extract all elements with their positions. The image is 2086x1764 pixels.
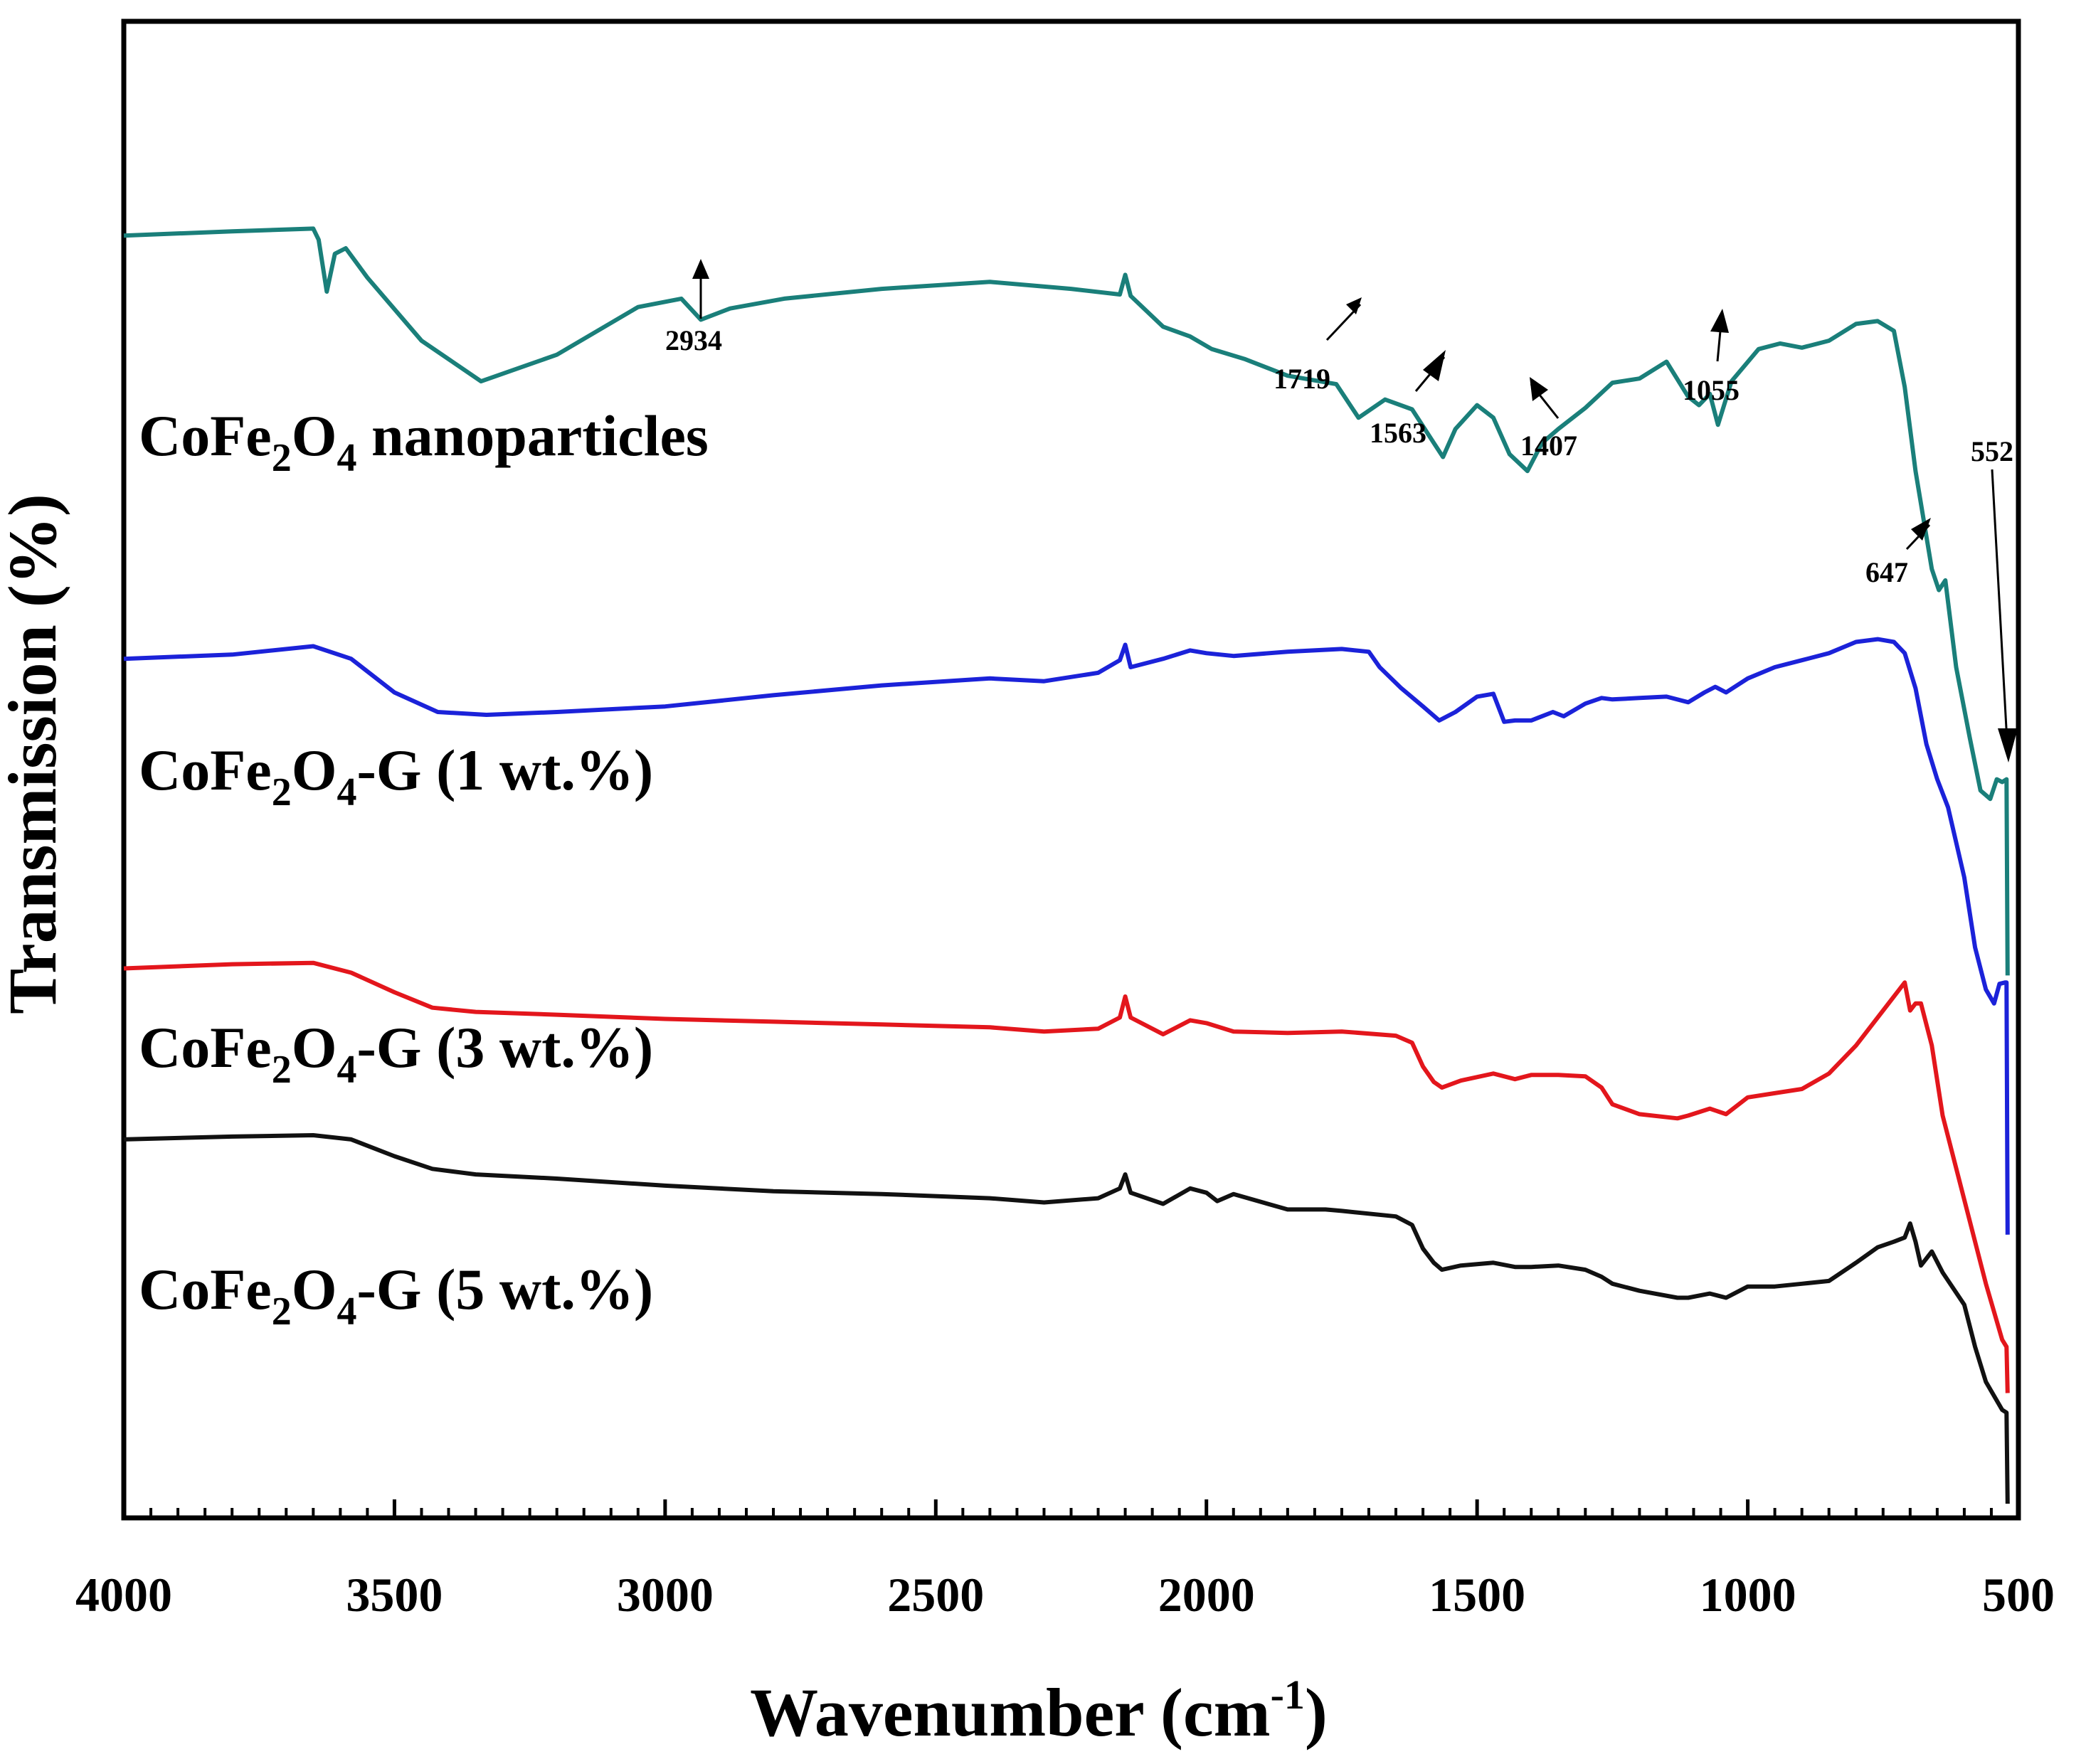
x-tick-label-3500: 3500 (346, 1568, 443, 1622)
series-label-1wt: CoFe2O4-G (1 wt.%) (139, 738, 653, 814)
peak-arrows (692, 259, 2018, 763)
x-tick-label-1500: 1500 (1429, 1568, 1525, 1622)
x-tick-label-500: 500 (1982, 1568, 2055, 1622)
series-label-5wt: CoFe2O4-G (5 wt.%) (139, 1257, 653, 1334)
arrowhead-2934 (692, 259, 709, 279)
x-tick-label-2000: 2000 (1158, 1568, 1255, 1622)
arrow-552 (1991, 469, 2009, 755)
series-line-3 (123, 1133, 2010, 1504)
peak-label-1719: 1719 (1274, 363, 1330, 395)
x-axis-title: Wavenumber (cm-1) (750, 1672, 1328, 1750)
series-label-3wt: CoFe2O4-G (3 wt.%) (139, 1015, 653, 1092)
peak-label-1563: 1563 (1370, 417, 1426, 449)
x-axis-ticks (122, 1499, 2021, 1518)
series-label-nanoparticles: CoFe2O4 nanoparticles (139, 403, 709, 480)
x-tick-label-4000: 4000 (75, 1568, 172, 1622)
peak-label-2934: 2934 (665, 324, 722, 356)
arrowhead-1055 (1710, 309, 1729, 333)
arrowhead-1407 (1530, 377, 1548, 401)
series-line-0 (123, 226, 2010, 976)
y-axis-title: Transmission (%) (0, 494, 70, 1014)
x-axis-tick-labels: 4000 3500 3000 2500 2000 1500 1000 500 (75, 1568, 2055, 1622)
arrowhead-552 (1998, 728, 2018, 763)
series-lines (123, 226, 2010, 1504)
peak-label-647: 647 (1865, 556, 1908, 588)
x-tick-label-1000: 1000 (1700, 1568, 1796, 1622)
peak-label-1055: 1055 (1683, 374, 1740, 406)
peak-label-1407: 1407 (1520, 430, 1577, 462)
arrowhead-1563 (1423, 350, 1446, 381)
arrowhead-1719 (1346, 297, 1362, 314)
series-line-2 (123, 960, 2010, 1393)
arrowhead-647 (1911, 518, 1931, 541)
peak-label-552: 552 (1971, 435, 2013, 467)
x-tick-label-2500: 2500 (887, 1568, 984, 1622)
series-line-1 (123, 637, 2010, 1235)
x-tick-label-3000: 3000 (617, 1568, 714, 1622)
